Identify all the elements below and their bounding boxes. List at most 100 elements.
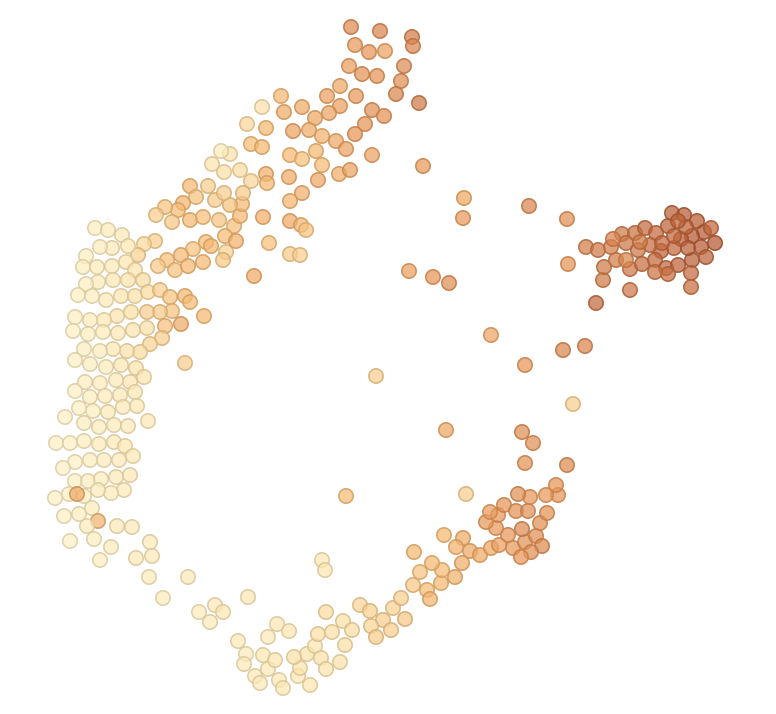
data-point-0 — [342, 18, 359, 35]
data-point-242 — [317, 660, 334, 677]
data-point-314 — [424, 268, 441, 285]
data-point-28 — [313, 128, 330, 145]
data-point-316 — [482, 326, 499, 343]
data-point-312 — [558, 211, 575, 228]
data-point-18 — [375, 108, 392, 125]
data-point-63 — [246, 267, 263, 284]
data-point-204 — [109, 517, 126, 534]
data-point-280 — [512, 548, 529, 565]
data-point-245 — [268, 615, 285, 632]
data-point-127 — [139, 303, 156, 320]
data-point-7 — [340, 57, 357, 74]
data-point-30 — [337, 141, 354, 158]
data-point-106 — [89, 258, 106, 275]
data-point-251 — [316, 561, 333, 578]
data-point-360 — [617, 252, 634, 269]
data-point-185 — [82, 451, 99, 468]
data-point-353 — [697, 249, 714, 266]
data-point-116 — [84, 287, 101, 304]
data-point-56 — [255, 209, 272, 226]
data-point-42 — [232, 162, 249, 179]
data-point-305 — [411, 563, 428, 580]
data-point-289 — [538, 504, 555, 521]
data-point-183 — [111, 451, 128, 468]
data-point-105 — [75, 258, 92, 275]
data-point-97 — [215, 252, 232, 269]
data-point-354 — [682, 264, 699, 281]
data-point-99 — [100, 222, 117, 239]
data-point-96 — [228, 233, 245, 250]
data-point-4 — [360, 43, 377, 60]
data-point-158 — [77, 373, 94, 390]
data-point-358 — [621, 281, 638, 298]
data-point-164 — [129, 397, 146, 414]
data-point-24 — [293, 99, 310, 116]
data-point-22 — [320, 105, 337, 122]
data-point-46 — [280, 169, 297, 186]
data-point-201 — [71, 505, 88, 522]
data-point-361 — [631, 234, 648, 251]
data-point-118 — [113, 287, 130, 304]
data-point-170 — [76, 414, 93, 431]
data-point-16 — [347, 88, 364, 105]
data-point-165 — [115, 398, 132, 415]
data-point-5 — [376, 42, 393, 59]
data-point-1 — [371, 22, 388, 39]
data-point-93 — [203, 238, 220, 255]
data-point-310 — [454, 210, 471, 227]
data-point-241 — [331, 653, 348, 670]
data-point-218 — [191, 603, 208, 620]
data-point-150 — [82, 355, 99, 372]
data-point-321 — [587, 294, 604, 311]
data-point-202 — [84, 499, 101, 516]
data-point-169 — [56, 408, 73, 425]
data-point-112 — [105, 271, 122, 288]
data-point-260 — [392, 589, 409, 606]
data-point-243 — [301, 676, 318, 693]
data-point-265 — [421, 590, 438, 607]
data-point-195 — [90, 481, 107, 498]
data-point-200 — [55, 507, 72, 524]
data-point-311 — [520, 198, 537, 215]
data-point-315 — [440, 274, 457, 291]
data-point-249 — [285, 648, 302, 665]
data-point-62 — [291, 247, 308, 264]
data-point-88 — [130, 247, 147, 264]
data-point-299 — [513, 423, 530, 440]
data-point-32 — [272, 88, 289, 105]
data-point-132 — [67, 308, 84, 325]
data-point-60 — [260, 235, 277, 252]
data-point-66 — [188, 189, 205, 206]
data-points — [46, 18, 723, 696]
data-point-65 — [200, 178, 217, 195]
data-point-307 — [423, 554, 440, 571]
data-point-19 — [356, 116, 373, 133]
data-point-296 — [558, 456, 575, 473]
data-point-319 — [576, 337, 593, 354]
data-point-248 — [266, 651, 283, 668]
data-point-270 — [435, 526, 452, 543]
data-point-224 — [236, 655, 253, 672]
data-point-122 — [162, 288, 179, 305]
data-point-101 — [120, 238, 137, 255]
data-point-163 — [127, 383, 144, 400]
data-point-159 — [67, 382, 84, 399]
data-point-348 — [633, 255, 650, 272]
data-point-171 — [91, 418, 108, 435]
data-point-257 — [367, 628, 384, 645]
data-point-261 — [404, 576, 421, 593]
data-point-303 — [367, 367, 384, 384]
data-point-211 — [144, 547, 161, 564]
data-point-216 — [155, 589, 172, 606]
data-point-12 — [387, 86, 404, 103]
data-point-172 — [106, 416, 123, 433]
data-point-214 — [141, 568, 158, 585]
data-point-325 — [589, 242, 606, 259]
data-point-182 — [125, 447, 142, 464]
data-point-192 — [122, 466, 139, 483]
data-point-161 — [97, 387, 114, 404]
data-point-111 — [120, 271, 137, 288]
data-point-154 — [136, 368, 153, 385]
data-point-166 — [100, 403, 117, 420]
data-point-184 — [96, 451, 113, 468]
